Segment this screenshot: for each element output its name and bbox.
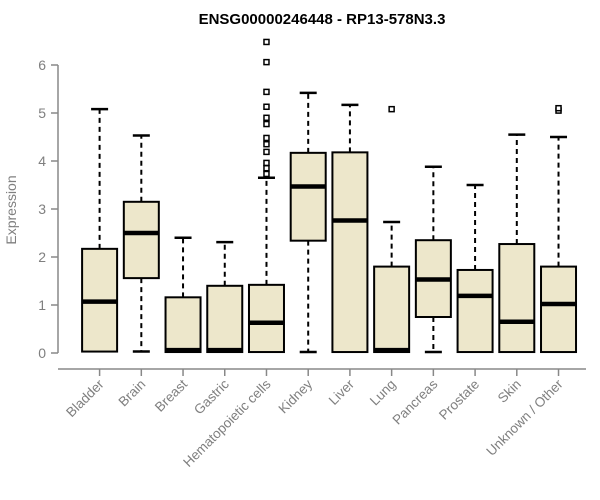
- y-tick-label: 3: [38, 201, 46, 217]
- x-tick-label: Bladder: [63, 376, 107, 420]
- iqr-box: [456, 268, 494, 354]
- outlier-point: [388, 105, 395, 113]
- outlier-point: [263, 164, 270, 172]
- y-tick-label: 2: [38, 249, 46, 265]
- outlier-point: [263, 170, 270, 178]
- x-tick-label: Unknown / Other: [483, 376, 566, 459]
- outlier-point: [263, 58, 270, 66]
- x-tick-label: Gastric: [191, 376, 232, 417]
- outlier-point: [263, 134, 270, 142]
- box-prostate: [456, 183, 494, 354]
- outlier-point: [263, 148, 270, 156]
- outlier-point: [263, 120, 270, 128]
- box-bladder: [81, 107, 119, 353]
- outlier-point: [555, 104, 562, 112]
- box-unknown-other: [540, 104, 578, 354]
- y-tick-label: 0: [38, 345, 46, 361]
- box-lung: [373, 105, 411, 354]
- y-axis: 0 1 2 3 4 5 6: [38, 57, 59, 361]
- y-axis-label: Expression: [3, 175, 19, 244]
- y-tick-label: 4: [38, 153, 46, 169]
- iqr-box: [498, 243, 536, 354]
- x-tick-label: Pancreas: [390, 376, 441, 427]
- y-tick-label: 1: [38, 297, 46, 313]
- iqr-box: [164, 296, 202, 354]
- outlier-point: [263, 114, 270, 122]
- x-tick-label: Skin: [495, 377, 524, 406]
- iqr-box: [373, 265, 411, 354]
- x-tick-label: Liver: [326, 376, 358, 408]
- iqr-box: [122, 200, 160, 280]
- box-kidney: [289, 91, 327, 354]
- outlier-point: [263, 159, 270, 167]
- chart-title: ENSG00000246448 - RP13-578N3.3: [199, 11, 446, 28]
- iqr-box: [331, 151, 369, 354]
- box-liver: [331, 103, 369, 354]
- box-brain: [122, 134, 160, 353]
- outlier-point: [263, 88, 270, 96]
- outlier-point: [263, 103, 270, 111]
- box-breast: [164, 236, 202, 354]
- x-tick-label: Breast: [152, 376, 190, 414]
- x-tick-label: Lung: [367, 377, 399, 409]
- outlier-point: [263, 140, 270, 148]
- x-tick-label: Prostate: [436, 377, 482, 423]
- box-skin: [498, 133, 536, 354]
- y-tick-label: 6: [38, 57, 46, 73]
- y-tick-label: 5: [38, 105, 46, 121]
- box-gastric: [206, 240, 244, 354]
- box-pancreas: [414, 165, 452, 354]
- x-tick-label: Kidney: [276, 376, 316, 416]
- iqr-box: [247, 283, 285, 354]
- x-tick-label: Brain: [116, 377, 149, 410]
- iqr-box: [289, 151, 327, 242]
- outlier-point: [263, 38, 270, 46]
- box-hematopoietic-cells: [247, 38, 285, 354]
- iqr-box: [206, 284, 244, 354]
- iqr-box: [540, 265, 578, 354]
